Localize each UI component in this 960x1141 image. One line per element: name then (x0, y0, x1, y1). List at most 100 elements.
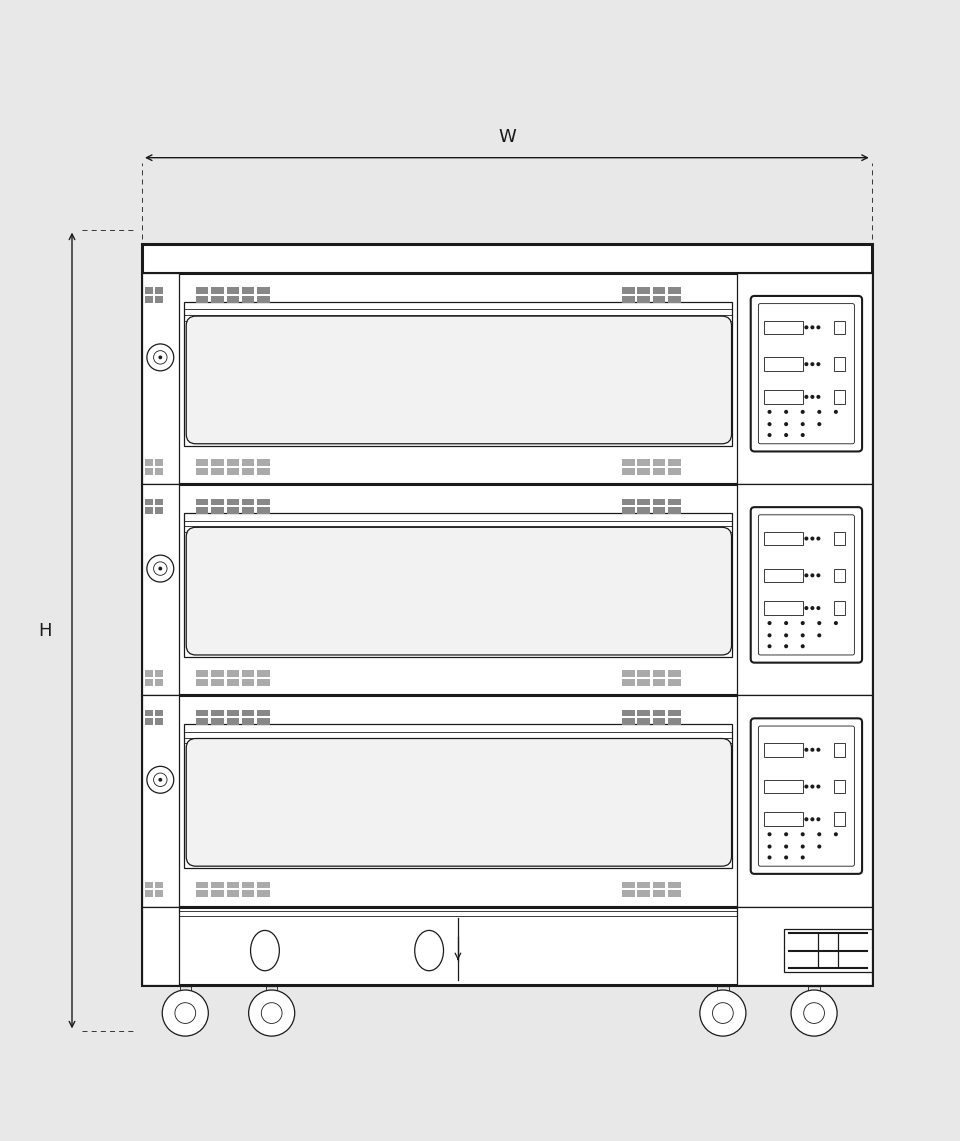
Bar (668, 710, 681, 717)
Circle shape (810, 536, 814, 541)
Circle shape (175, 1003, 196, 1023)
Circle shape (791, 990, 837, 1036)
FancyBboxPatch shape (751, 296, 862, 452)
Bar (257, 719, 270, 725)
Bar (622, 890, 635, 897)
Bar (242, 882, 254, 888)
Bar (834, 568, 845, 582)
Circle shape (158, 567, 162, 570)
Bar (145, 679, 153, 686)
Bar (637, 459, 650, 466)
Bar (257, 288, 270, 294)
Circle shape (162, 990, 208, 1036)
Circle shape (767, 434, 772, 437)
Bar (196, 507, 208, 513)
Bar (142, 273, 872, 484)
Circle shape (784, 434, 788, 437)
Bar (155, 288, 162, 294)
Bar (211, 459, 224, 466)
Bar (637, 882, 650, 888)
Bar (242, 671, 254, 677)
Circle shape (801, 410, 804, 414)
FancyBboxPatch shape (758, 515, 854, 655)
FancyBboxPatch shape (758, 726, 854, 866)
Bar (242, 288, 254, 294)
Circle shape (810, 606, 814, 610)
Circle shape (804, 573, 808, 577)
Ellipse shape (251, 930, 279, 971)
Circle shape (767, 422, 772, 427)
Circle shape (810, 395, 814, 399)
Bar (257, 671, 270, 677)
Circle shape (810, 325, 814, 330)
Circle shape (767, 832, 772, 836)
Bar (257, 296, 270, 302)
Circle shape (816, 362, 821, 366)
Bar (764, 812, 803, 826)
Bar (257, 507, 270, 513)
Text: W: W (498, 128, 516, 146)
Bar (622, 710, 635, 717)
Bar (242, 499, 254, 505)
Circle shape (147, 556, 174, 582)
Circle shape (261, 1003, 282, 1023)
Bar (211, 882, 224, 888)
FancyBboxPatch shape (186, 527, 732, 655)
Bar (668, 468, 681, 475)
Circle shape (810, 362, 814, 366)
Bar (155, 459, 162, 466)
Circle shape (767, 633, 772, 638)
Circle shape (816, 785, 821, 788)
Circle shape (804, 395, 808, 399)
Bar (211, 288, 224, 294)
Bar (834, 532, 845, 545)
FancyBboxPatch shape (186, 316, 732, 444)
Bar (737, 484, 872, 695)
Bar (653, 671, 665, 677)
Bar (184, 725, 732, 868)
Bar (653, 890, 665, 897)
Bar (242, 679, 254, 686)
Bar (211, 710, 224, 717)
Circle shape (816, 395, 821, 399)
Bar (257, 468, 270, 475)
Circle shape (700, 990, 746, 1036)
Circle shape (767, 410, 772, 414)
Bar (653, 499, 665, 505)
Bar (155, 679, 162, 686)
Circle shape (816, 817, 821, 822)
Circle shape (801, 621, 804, 625)
Circle shape (834, 410, 838, 414)
Circle shape (801, 633, 804, 638)
Bar (144, 912, 870, 916)
Bar (637, 296, 650, 302)
Bar (622, 468, 635, 475)
Circle shape (810, 785, 814, 788)
Bar (155, 507, 162, 513)
Bar (145, 882, 153, 888)
Bar (622, 459, 635, 466)
Bar (184, 301, 732, 446)
Bar (737, 273, 872, 484)
Circle shape (834, 621, 838, 625)
Bar (196, 719, 208, 725)
Bar (211, 719, 224, 725)
Circle shape (801, 645, 804, 648)
Bar (211, 468, 224, 475)
Bar (155, 296, 162, 302)
Circle shape (810, 817, 814, 822)
Bar (257, 890, 270, 897)
Bar (637, 890, 650, 897)
Bar (145, 468, 153, 475)
Bar (145, 719, 153, 725)
Bar (637, 710, 650, 717)
Bar (145, 459, 153, 466)
Bar (257, 710, 270, 717)
Bar (637, 507, 650, 513)
Bar (668, 679, 681, 686)
Bar (145, 507, 153, 513)
Bar (142, 244, 872, 273)
Bar (227, 507, 239, 513)
Bar (637, 671, 650, 677)
Bar (196, 882, 208, 888)
